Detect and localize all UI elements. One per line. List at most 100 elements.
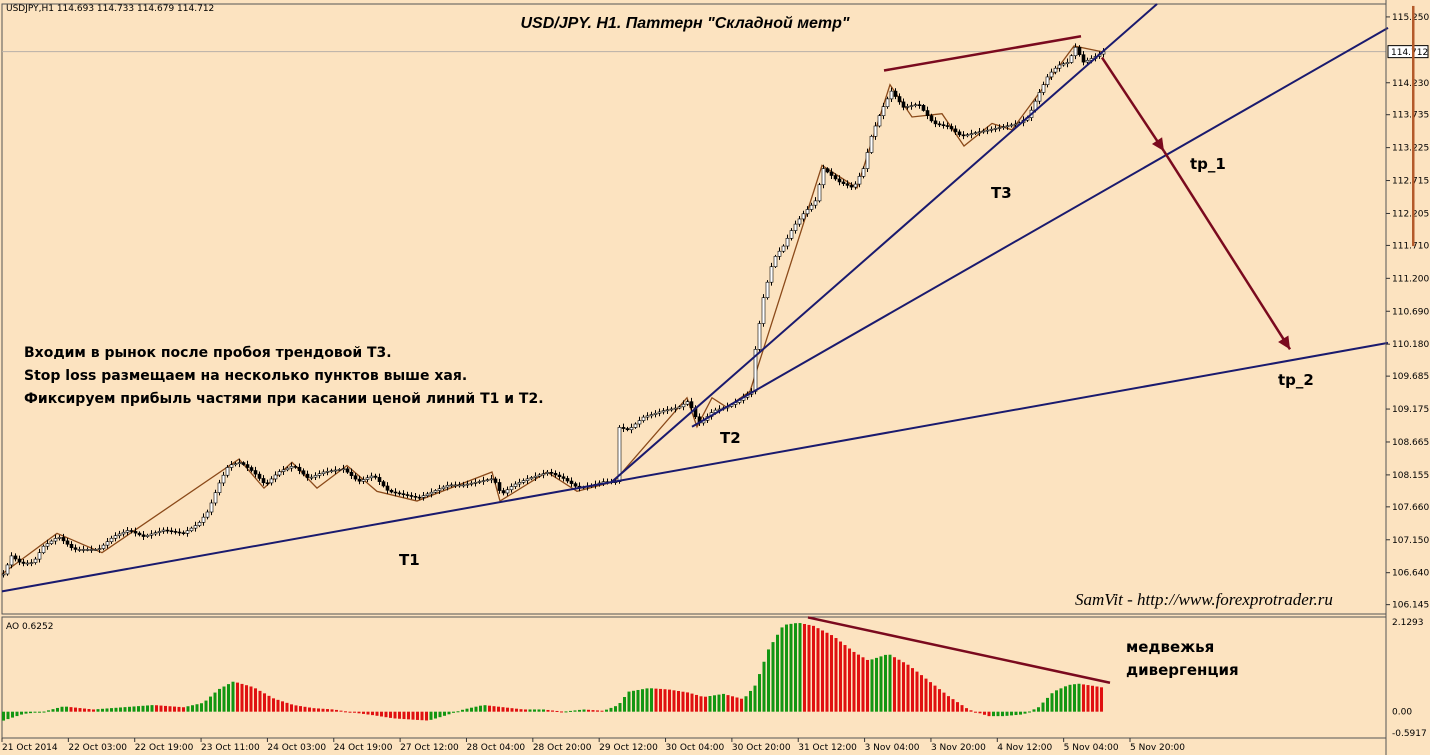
candle-body	[465, 483, 470, 486]
ao-bar	[762, 661, 766, 712]
candle-body	[369, 475, 374, 479]
ao-bar	[735, 697, 739, 712]
candle-body	[69, 543, 74, 549]
candle-body	[765, 281, 770, 299]
candle-body	[1013, 123, 1018, 126]
ao-bar	[501, 707, 505, 712]
ao-bar	[834, 638, 838, 712]
ao-bar	[290, 704, 293, 712]
ao-bar	[807, 624, 811, 712]
label-t2: T2	[720, 429, 741, 447]
arrow-shaft-2	[1162, 150, 1292, 351]
candle-body	[497, 482, 502, 491]
candle-body	[325, 471, 330, 473]
price-tick-label: 112.205	[1392, 209, 1429, 219]
ao-bar	[875, 657, 878, 712]
candle-body	[333, 469, 338, 472]
candle-body	[649, 414, 654, 417]
ao-bar	[1028, 711, 1031, 713]
candle-body	[345, 468, 350, 473]
ao-bar	[1001, 711, 1004, 717]
note-line-3: Фиксируем прибыль частями при касании це…	[24, 391, 544, 407]
ao-bar	[101, 708, 104, 712]
ao-bar	[78, 708, 82, 712]
candle-body	[241, 462, 246, 465]
ao-bar	[146, 705, 149, 712]
ao-bar	[114, 707, 118, 712]
ao-bar	[609, 707, 613, 712]
candle-body	[805, 209, 810, 215]
ao-tick-label: -0.5917	[1392, 729, 1427, 739]
ao-bar	[353, 711, 356, 713]
candle-body	[273, 474, 278, 480]
candle-body	[801, 213, 806, 220]
label-t1: T1	[399, 551, 420, 569]
candle-body	[481, 480, 486, 482]
ao-bar	[2, 711, 5, 721]
candle-body	[457, 484, 462, 487]
ao-bar	[965, 708, 968, 712]
candle-body	[209, 502, 214, 513]
ao-bar	[767, 649, 770, 712]
candle-body	[109, 537, 114, 543]
price-tick-label: 106.640	[1392, 569, 1429, 579]
ao-bar	[744, 696, 748, 712]
candle-body	[477, 481, 482, 483]
candle-body	[533, 475, 538, 478]
candle-body	[937, 123, 942, 126]
ao-bar	[213, 692, 217, 712]
price-tick-label: 112.715	[1392, 177, 1429, 187]
label-t3: T3	[991, 184, 1012, 202]
candle-body	[137, 532, 142, 536]
candle-body	[905, 106, 910, 108]
candle-body	[893, 90, 898, 97]
candle-body	[269, 478, 274, 484]
price-tick-label: 107.150	[1392, 536, 1429, 546]
ao-bar	[1059, 688, 1063, 712]
ao-bar	[281, 701, 284, 712]
ao-bar	[681, 691, 685, 712]
ao-tick-label: 2.1293	[1392, 618, 1424, 628]
candle-body	[941, 124, 946, 127]
candle-body	[1001, 126, 1006, 128]
ao-bar	[753, 685, 757, 712]
note-line-1: Входим в рынок после пробоя трендовой Т3…	[24, 345, 392, 361]
candle-body	[249, 467, 254, 471]
signature: SamVit - http://www.forexprotrader.ru	[1075, 590, 1333, 609]
candle-body	[669, 408, 674, 411]
ao-bar	[20, 711, 23, 715]
time-tick-label: 29 Oct 12:00	[599, 743, 658, 753]
ao-bar	[821, 630, 824, 712]
candle-body	[297, 466, 302, 471]
ao-bar	[542, 709, 545, 712]
time-tick-label: 21 Oct 2014	[2, 743, 58, 753]
ao-bar	[123, 707, 127, 712]
ao-bar	[582, 709, 586, 712]
ao-bar	[947, 696, 950, 712]
candle-body	[5, 564, 10, 575]
ao-bar	[884, 654, 887, 712]
candle-body	[37, 552, 42, 560]
ao-bar	[974, 711, 977, 713]
candle-body	[977, 131, 982, 134]
arrow-head-1	[1151, 137, 1164, 152]
ao-bar	[267, 695, 271, 712]
ao-bar	[375, 711, 379, 716]
ao-bar	[654, 688, 658, 712]
candle-body	[853, 183, 858, 188]
candle-body	[177, 531, 182, 534]
candle-body	[341, 468, 346, 471]
candle-body	[265, 482, 270, 485]
candle-body	[837, 178, 842, 183]
ao-bar	[537, 709, 541, 712]
candle-body	[437, 488, 442, 491]
candle-body	[25, 562, 30, 565]
ao-bar	[686, 692, 689, 712]
ao-bar	[789, 623, 793, 712]
ao-bar	[1082, 684, 1085, 712]
ao-bar	[24, 711, 28, 714]
ao-bar	[240, 683, 244, 712]
ao-bar	[110, 708, 113, 712]
ao-bar	[794, 623, 797, 712]
ao-bar	[911, 668, 914, 712]
